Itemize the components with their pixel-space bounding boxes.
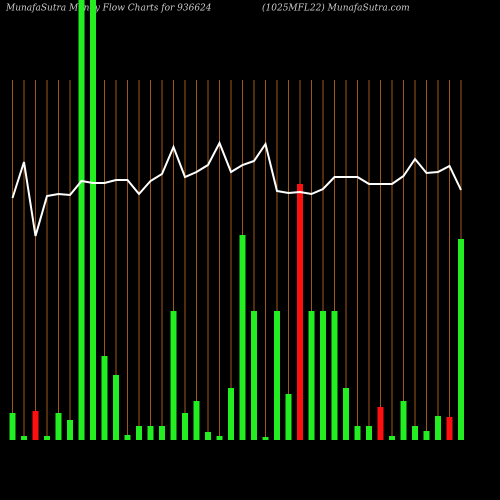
bar (389, 436, 395, 440)
bar (182, 413, 188, 440)
bar (274, 311, 280, 440)
bar (124, 435, 131, 440)
bar (446, 417, 453, 440)
bar (412, 426, 418, 440)
bar (377, 407, 384, 440)
bar (423, 431, 430, 440)
bar (262, 437, 269, 440)
bar (101, 356, 108, 440)
bar (90, 0, 96, 440)
bar (285, 394, 292, 440)
bar (331, 311, 338, 440)
bar (205, 432, 211, 440)
bar (67, 420, 73, 440)
bar (458, 239, 464, 440)
bar (354, 426, 361, 440)
bar (400, 401, 407, 440)
bar (21, 436, 27, 440)
bar (216, 436, 223, 440)
bar (239, 235, 246, 440)
chart-subtitle: (1025MFL22) MunafaSutra.com (262, 3, 410, 14)
flow-line (11, 140, 462, 237)
bar (32, 411, 39, 440)
bar (78, 0, 85, 440)
bar (366, 426, 372, 440)
bar (308, 311, 315, 440)
bar (9, 413, 16, 440)
bar (228, 388, 234, 440)
bar (113, 375, 119, 440)
bar (44, 436, 50, 440)
bar (159, 426, 165, 440)
bar (297, 184, 303, 440)
bar (251, 311, 257, 440)
bar (170, 311, 177, 440)
bar (55, 413, 62, 440)
bar (435, 416, 441, 440)
bar (193, 401, 200, 440)
bar (147, 426, 154, 440)
bar (136, 426, 142, 440)
chart-title: MunafaSutra Money Flow Charts for 936624 (5, 4, 212, 14)
bar (320, 311, 326, 440)
bar (343, 388, 349, 440)
